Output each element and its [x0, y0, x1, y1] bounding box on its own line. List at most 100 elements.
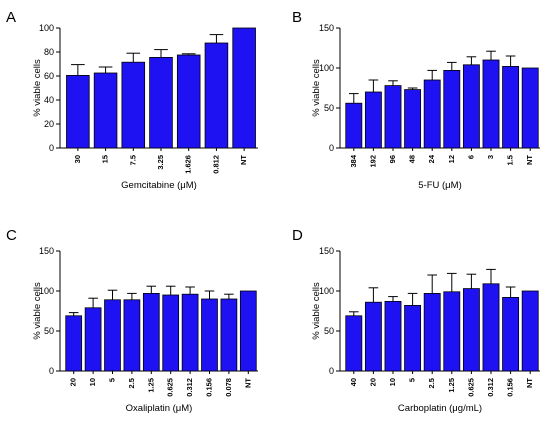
panel-d: D 0 50 100 150 % viable cells 40 20 10 5 2.5 1.25 0.… [292, 227, 540, 414]
y-tick-label: 60 [44, 71, 54, 81]
y-tick-label: 150 [319, 23, 334, 33]
bar [65, 315, 83, 372]
bar [232, 27, 256, 149]
y-axis-label: % viable cells [311, 59, 322, 117]
x-tick-label: 0.156 [205, 378, 214, 397]
bar [384, 300, 402, 372]
y-axis-label: % viable cells [311, 282, 322, 340]
y-tick-label: 0 [49, 366, 54, 376]
x-axis-label: Oxaliplatin (μM) [126, 403, 193, 414]
bar [423, 292, 441, 372]
x-tick-label: 192 [368, 155, 377, 168]
y-tick-label: 0 [329, 366, 334, 376]
x-tick-label: 20 [368, 378, 377, 386]
y-tick-label: 150 [39, 246, 54, 256]
y-tick-label: 150 [319, 246, 334, 256]
x-tick-label: 0.312 [185, 378, 194, 397]
y-tick-label: 50 [324, 103, 334, 113]
y-tick-label: 0 [329, 143, 334, 153]
y-tick-label: 40 [44, 95, 54, 105]
bar [220, 298, 238, 372]
x-tick-label: 0.078 [224, 378, 233, 397]
panel-letter: C [6, 227, 17, 244]
bar [521, 67, 539, 149]
bar [384, 85, 402, 149]
y-tick-label: 100 [319, 63, 334, 73]
bar [121, 61, 146, 149]
bar [93, 72, 118, 149]
bar [104, 299, 121, 372]
bar [462, 64, 480, 149]
bar [181, 293, 199, 372]
x-tick-label: 1.5 [506, 155, 515, 165]
y-tick-label: 50 [324, 326, 334, 336]
bar [162, 294, 180, 372]
x-tick-label: 2.5 [127, 378, 136, 388]
bar [482, 283, 500, 372]
x-tick-label: 10 [388, 378, 397, 386]
bar [149, 57, 173, 149]
bar [502, 66, 520, 149]
x-tick-label: 2.5 [427, 378, 436, 388]
bar [423, 79, 441, 149]
x-tick-label: NT [525, 378, 534, 388]
panel-a: A 0 20 40 60 80 100 % viable cells 30 15 7.5 3.25 1.… [6, 9, 258, 191]
x-tick-label: NT [243, 378, 252, 388]
x-tick-label: 24 [427, 154, 436, 163]
bar [204, 42, 229, 149]
bar [443, 70, 461, 149]
y-tick-label: 80 [44, 47, 54, 57]
x-tick-label: 6 [466, 155, 475, 159]
x-tick-label: 1.25 [146, 378, 155, 393]
x-tick-label: 10 [88, 378, 97, 386]
bar [239, 290, 257, 372]
y-tick-label: 50 [44, 326, 54, 336]
x-tick-label: 0.812 [211, 155, 220, 174]
x-tick-label: 0.625 [466, 378, 475, 397]
x-tick-label: 7.5 [128, 155, 137, 165]
y-tick-label: 100 [39, 23, 54, 33]
panel-letter: A [6, 9, 16, 26]
panel-letter: B [292, 9, 302, 26]
x-axis-label: 5-FU (μM) [418, 180, 461, 191]
x-tick-label: 3.25 [156, 155, 165, 170]
y-axis-label: % viable cells [32, 282, 43, 340]
bar [201, 298, 218, 372]
x-tick-label: NT [525, 155, 534, 165]
x-tick-label: NT [239, 155, 248, 165]
x-tick-label: 0.625 [166, 378, 175, 397]
x-tick-label: 20 [69, 378, 78, 386]
y-tick-label: 100 [39, 286, 54, 296]
bar [345, 102, 363, 149]
bar [364, 91, 382, 149]
x-tick-label: 30 [73, 155, 82, 163]
x-tick-label: 5 [108, 378, 117, 382]
bar [482, 59, 500, 149]
y-tick-label: 100 [319, 286, 334, 296]
y-tick-label: 20 [44, 119, 54, 129]
x-tick-label: 384 [349, 154, 358, 167]
x-tick-label: 5 [408, 378, 417, 382]
bar [142, 292, 160, 372]
x-tick-label: 3 [486, 155, 495, 159]
bar [345, 315, 363, 372]
y-tick-label: 0 [49, 143, 54, 153]
bar [364, 301, 382, 372]
panel-c: C 0 50 100 150 % viable cells 20 10 5 2.5 1.25 0.62… [6, 227, 258, 414]
x-tick-label: 48 [408, 155, 417, 163]
panel-b: B 0 50 100 150 % viable cells 384 192 96 48 24 12 6 3… [292, 9, 540, 191]
x-tick-label: 0.156 [506, 378, 515, 397]
y-axis-label: % viable cells [32, 59, 43, 117]
bar [176, 54, 201, 149]
x-tick-label: 1.626 [184, 155, 193, 174]
x-axis-label: Gemcitabine (μM) [121, 180, 197, 191]
bar [462, 288, 480, 372]
bar [443, 291, 461, 372]
x-tick-label: 0.312 [486, 378, 495, 397]
bar [521, 290, 539, 372]
x-tick-label: 40 [349, 378, 358, 386]
bar [66, 75, 90, 149]
bar [123, 299, 141, 372]
bar [404, 89, 422, 149]
